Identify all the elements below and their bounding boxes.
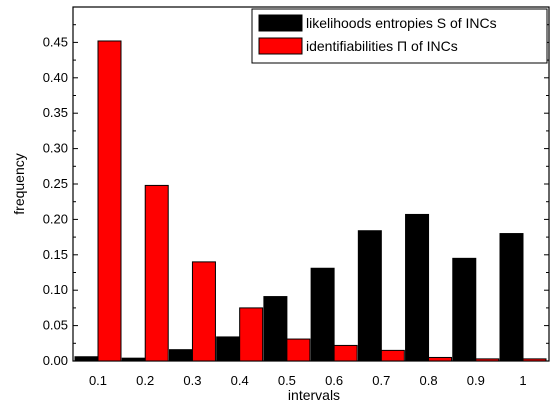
x-tick-label: 0.2 <box>136 373 154 388</box>
bar-series-2-0.8 <box>428 356 453 362</box>
x-tick-label: 0.5 <box>278 373 296 388</box>
y-tick-label: 0.40 <box>43 70 68 85</box>
bar-series-2-0.1 <box>97 40 122 362</box>
x-axis: 0.1 0.2 0.3 0.4 0.5 0.6 0.7 0.8 0.9 1 <box>89 373 527 388</box>
x-tick-label: 0.6 <box>325 373 343 388</box>
legend-swatch-series-2 <box>258 37 303 55</box>
x-tick-label: 1 <box>519 373 526 388</box>
x-tick-label: 0.1 <box>89 373 107 388</box>
bar-series-2-0.9 <box>475 358 500 362</box>
bar-series-1-0.1 <box>74 356 99 362</box>
legend-label-series-2: identifiabilities Π of INCs <box>306 38 458 54</box>
legend-label-series-1: likelihoods entropies S of INCs <box>306 15 497 31</box>
y-tick-label: 0.20 <box>43 211 68 226</box>
y-tick-label: 0.35 <box>43 105 68 120</box>
legend: likelihoods entropies S of INCs identifi… <box>251 8 548 64</box>
x-tick-label: 0.3 <box>183 373 201 388</box>
bar-series-1-0.6 <box>310 267 335 362</box>
x-tick-label: 0.9 <box>467 373 485 388</box>
bar-series-2-0.7 <box>380 349 405 362</box>
bar-series-1-0.7 <box>357 230 382 362</box>
bar-series-2-0.6 <box>333 344 358 362</box>
y-tick-label: 0.30 <box>43 141 68 156</box>
y-tick-label: 0.00 <box>43 353 68 368</box>
bar-series-2-0.5 <box>286 338 311 362</box>
bar-series-1-0.4 <box>216 336 241 362</box>
y-tick-label: 0.15 <box>43 247 68 262</box>
x-tick-label: 0.7 <box>372 373 390 388</box>
bar-series-1-0.5 <box>263 296 288 362</box>
y-tick-label: 0.10 <box>43 282 68 297</box>
y-tick-label: 0.25 <box>43 176 68 191</box>
bar-series-1-1 <box>499 233 524 362</box>
bars <box>74 40 547 362</box>
y-axis: 0.00 0.05 0.10 0.15 0.20 0.25 0.30 0.35 0.40 0.45 <box>43 24 549 368</box>
bar-series-1-0.2 <box>121 357 146 362</box>
x-tick-label: 0.4 <box>231 373 249 388</box>
bar-series-1-0.3 <box>168 349 193 362</box>
bar-series-2-0.3 <box>191 261 216 362</box>
y-tick-label: 0.45 <box>43 34 68 49</box>
bar-series-2-0.4 <box>239 307 264 362</box>
legend-swatch-series-1 <box>258 14 303 32</box>
bar-series-1-0.9 <box>452 257 477 362</box>
y-axis-title: frequency <box>11 153 27 214</box>
x-axis-title: intervals <box>288 387 340 403</box>
bar-series-2-0.2 <box>144 184 169 362</box>
bar-series-1-0.8 <box>405 213 430 362</box>
y-tick-label: 0.05 <box>43 318 68 333</box>
x-tick-label: 0.8 <box>420 373 438 388</box>
bar-series-2-1 <box>522 358 547 362</box>
